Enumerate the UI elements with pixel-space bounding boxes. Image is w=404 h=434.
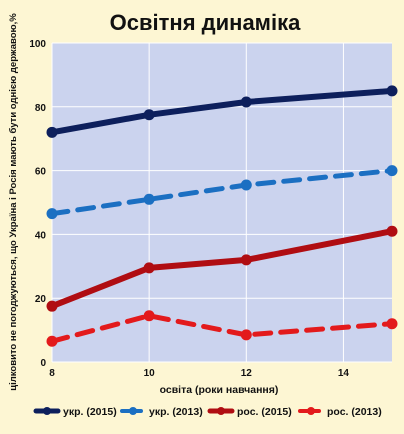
data-point: [386, 85, 398, 97]
y-tick-label: 0: [40, 358, 46, 369]
data-point: [46, 126, 58, 138]
x-axis-label: освіта (роки навчання): [160, 384, 279, 396]
x-tick-label: 8: [49, 368, 55, 379]
data-point: [240, 179, 252, 191]
x-tick-label: 14: [338, 368, 350, 379]
data-point: [240, 329, 252, 341]
legend: укр. (2015) укр. (2013) рос. (2015) рос. (2…: [33, 406, 382, 418]
x-tick-label: 10: [144, 368, 156, 379]
legend-label: укр. (2013): [149, 406, 203, 418]
data-point: [240, 254, 252, 266]
y-tick-label: 40: [35, 230, 47, 241]
data-point: [46, 335, 58, 347]
data-point: [386, 225, 398, 237]
series-line-0: [49, 87, 395, 136]
data-point: [143, 262, 155, 274]
y-axis-label: цілковито не погоджуються, що Україна і …: [8, 13, 19, 391]
data-point: [143, 193, 155, 205]
legend-marker: [43, 407, 51, 415]
data-point: [240, 96, 252, 108]
legend-label: укр. (2015): [63, 406, 117, 418]
y-tick-label: 80: [35, 103, 47, 114]
data-point: [46, 208, 58, 220]
legend-marker: [217, 407, 225, 415]
plot-area: [52, 43, 392, 362]
series-line-2: [49, 228, 395, 310]
x-tick-label: 12: [241, 368, 253, 379]
y-tick-label: 100: [29, 39, 46, 50]
series-lines: [46, 85, 398, 347]
data-point: [386, 165, 398, 177]
axis-ticks: 0 20 40 60 80 100 8 10 12 14: [29, 39, 349, 379]
legend-marker: [129, 407, 137, 415]
series-line-1: [49, 168, 395, 217]
legend-marker: [307, 407, 315, 415]
legend-label: рос. (2013): [327, 406, 382, 418]
data-point: [386, 318, 398, 330]
data-point: [143, 310, 155, 322]
y-tick-label: 60: [35, 167, 47, 178]
data-point: [46, 300, 58, 312]
legend-label: рос. (2015): [237, 406, 292, 418]
y-tick-label: 20: [35, 294, 47, 305]
series-line-3: [49, 313, 395, 344]
chart-title: Освітня динаміка: [110, 10, 301, 35]
data-point: [143, 109, 155, 121]
